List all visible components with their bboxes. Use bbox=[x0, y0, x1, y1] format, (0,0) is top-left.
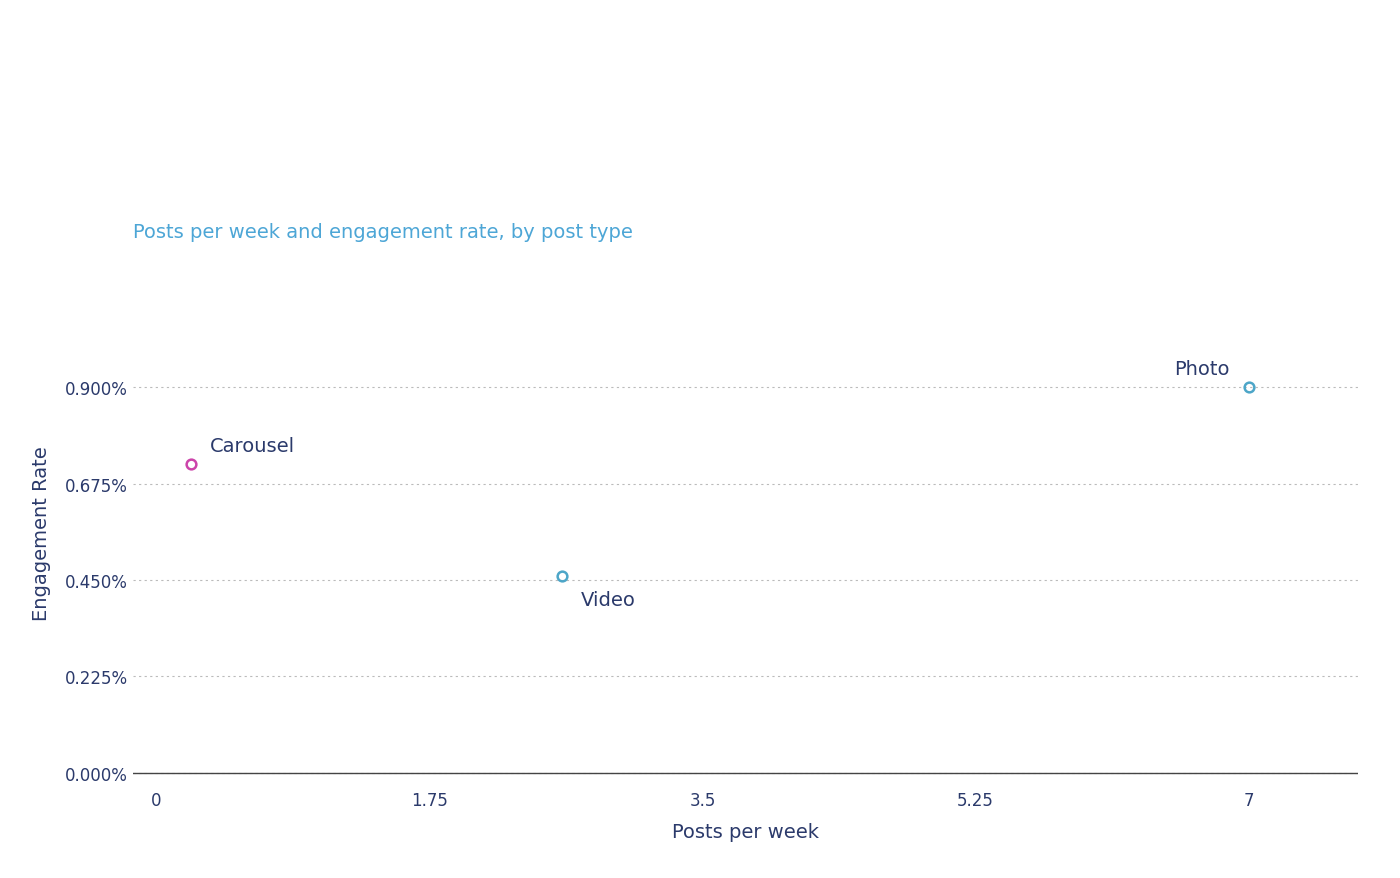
X-axis label: Posts per week: Posts per week bbox=[672, 823, 819, 841]
Text: HEALTH & BEAUTY: HEALTH & BEAUTY bbox=[70, 32, 454, 74]
Y-axis label: Engagement Rate: Engagement Rate bbox=[32, 446, 52, 621]
Text: Carousel: Carousel bbox=[210, 436, 294, 455]
Text: Photo: Photo bbox=[1175, 359, 1231, 378]
Text: INSTAGRAM ENGAGEMENT: INSTAGRAM ENGAGEMENT bbox=[70, 99, 622, 141]
Text: Posts per week and engagement rate, by post type: Posts per week and engagement rate, by p… bbox=[133, 222, 633, 241]
Text: Video: Video bbox=[581, 590, 636, 609]
